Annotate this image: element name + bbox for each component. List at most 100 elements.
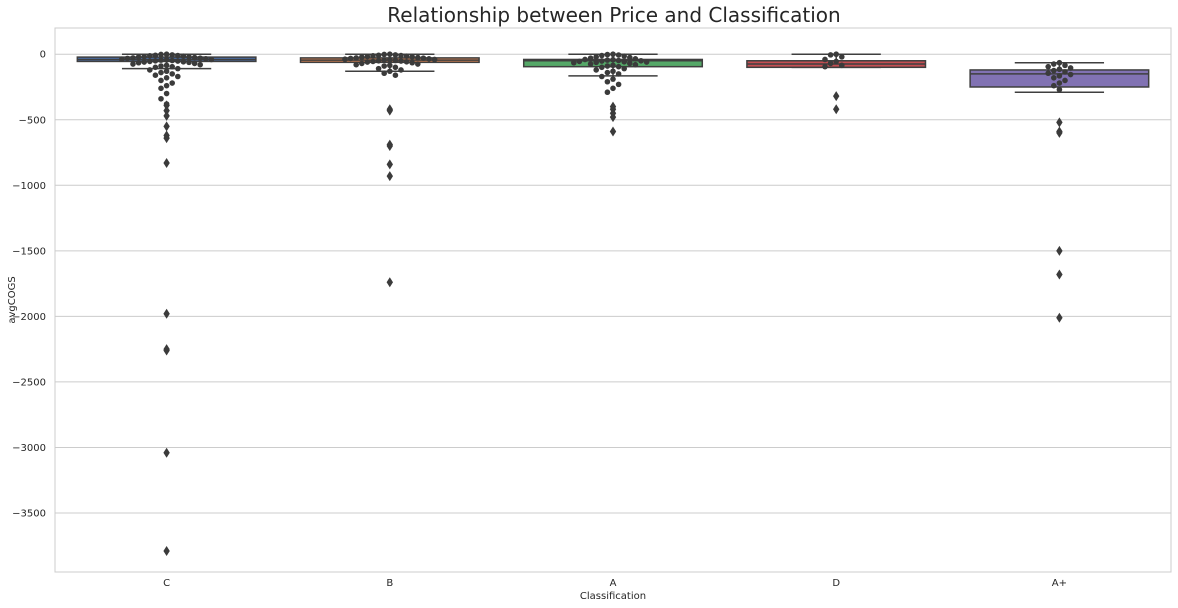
swarm-point-A+ bbox=[1045, 63, 1051, 70]
swarm-point-A+ bbox=[1056, 59, 1063, 66]
outlier-point-C bbox=[163, 105, 170, 116]
outlier-point-A+ bbox=[1056, 269, 1063, 280]
swarm-point-A bbox=[610, 85, 616, 92]
swarm-point-B bbox=[381, 51, 388, 58]
swarm-point-A bbox=[621, 65, 627, 72]
swarm-point-C bbox=[152, 64, 159, 71]
swarm-point-A bbox=[621, 53, 627, 59]
swarm-point-D bbox=[839, 62, 845, 69]
chart-title: Relationship between Price and Classific… bbox=[387, 3, 840, 27]
y-tick-label: −3500 bbox=[12, 509, 46, 520]
swarm-point-B bbox=[398, 58, 404, 64]
swarm-point-A+ bbox=[1056, 73, 1063, 79]
swarm-point-A bbox=[576, 58, 583, 65]
swarm-point-A bbox=[582, 56, 588, 63]
swarm-point-A bbox=[599, 58, 605, 64]
swarm-point-D bbox=[827, 60, 834, 67]
swarm-point-C bbox=[163, 68, 170, 75]
swarm-point-C bbox=[180, 53, 187, 59]
swarm-point-A+ bbox=[1056, 86, 1063, 93]
outlier-point-C bbox=[163, 100, 170, 111]
swarm-point-C bbox=[135, 54, 142, 60]
swarm-point-B bbox=[387, 51, 393, 58]
y-axis-label: avgCOGS bbox=[7, 276, 18, 323]
swarm-point-A+ bbox=[1067, 65, 1074, 71]
outlier-point-B bbox=[386, 140, 393, 151]
swarm-point-B bbox=[392, 57, 399, 64]
outlier-point-C bbox=[163, 121, 170, 132]
swarm-points bbox=[119, 51, 1074, 107]
swarm-point-B bbox=[370, 58, 376, 65]
swarm-point-A bbox=[643, 59, 650, 65]
swarm-point-C bbox=[158, 69, 164, 76]
swarm-point-C bbox=[152, 52, 159, 59]
y-tick-label: −500 bbox=[19, 115, 46, 126]
outlier-point-B bbox=[386, 277, 393, 288]
swarm-point-A bbox=[615, 52, 622, 58]
x-axis-label: Classification bbox=[580, 591, 646, 602]
outlier-point-A bbox=[609, 126, 617, 137]
swarm-point-C bbox=[163, 82, 170, 89]
outlier-point-C bbox=[163, 546, 170, 557]
swarm-point-C bbox=[130, 55, 136, 61]
swarm-point-A+ bbox=[1062, 62, 1068, 69]
swarm-point-A+ bbox=[1045, 70, 1051, 77]
x-tick-label: A+ bbox=[1052, 578, 1067, 589]
outlier-point-B bbox=[386, 159, 393, 170]
outlier-point-C bbox=[163, 158, 170, 169]
swarm-point-B bbox=[375, 57, 382, 64]
swarm-point-A bbox=[610, 62, 616, 69]
swarm-point-A bbox=[621, 59, 627, 65]
swarm-point-C bbox=[203, 56, 209, 62]
swarm-point-C bbox=[197, 61, 203, 68]
outlier-point-C bbox=[163, 110, 170, 121]
swarm-point-A bbox=[627, 54, 633, 61]
swarm-point-B bbox=[364, 53, 371, 60]
swarm-point-D bbox=[833, 51, 839, 58]
swarm-point-C bbox=[141, 53, 147, 60]
swarm-point-C bbox=[135, 59, 142, 66]
swarm-point-B bbox=[398, 67, 404, 73]
swarm-point-B bbox=[415, 54, 421, 61]
swarm-point-A bbox=[627, 60, 633, 67]
outlier-point-D bbox=[833, 104, 840, 115]
swarm-point-A bbox=[599, 64, 605, 71]
swarm-point-C bbox=[152, 57, 159, 64]
swarm-point-C bbox=[169, 71, 175, 77]
swarm-point-C bbox=[163, 75, 170, 81]
swarm-point-C bbox=[208, 56, 215, 63]
swarm-point-C bbox=[163, 90, 170, 97]
swarm-point-D bbox=[839, 54, 845, 60]
outlier-point-C bbox=[163, 308, 170, 319]
swarm-point-B bbox=[420, 55, 427, 61]
swarm-point-C bbox=[169, 52, 175, 58]
swarm-point-D bbox=[822, 56, 828, 63]
outlier-point-A+ bbox=[1056, 245, 1063, 256]
swarm-point-C bbox=[147, 52, 153, 59]
swarm-point-C bbox=[169, 57, 175, 64]
swarm-point-C bbox=[191, 60, 198, 67]
outlier-point-A+ bbox=[1056, 127, 1063, 138]
x-tick-label: A bbox=[610, 578, 617, 589]
y-tick-label: −2500 bbox=[12, 377, 46, 388]
swarm-point-A+ bbox=[1062, 69, 1068, 75]
outlier-point-C bbox=[163, 133, 170, 144]
swarm-point-A bbox=[604, 69, 611, 76]
swarm-point-C bbox=[175, 52, 181, 59]
swarm-point-B bbox=[392, 72, 399, 78]
swarm-point-A bbox=[593, 67, 599, 73]
swarm-point-A bbox=[604, 78, 611, 85]
swarm-point-A bbox=[604, 51, 611, 58]
swarm-point-A bbox=[610, 68, 616, 75]
swarm-point-A bbox=[593, 59, 599, 66]
swarm-point-C bbox=[158, 57, 164, 63]
swarm-point-A+ bbox=[1051, 61, 1057, 67]
swarm-point-A+ bbox=[1051, 82, 1057, 89]
swarm-point-B bbox=[387, 56, 393, 63]
y-tick-label: −2000 bbox=[12, 312, 46, 323]
swarm-point-A bbox=[571, 59, 577, 66]
swarm-point-B bbox=[409, 54, 416, 60]
swarm-point-A bbox=[615, 71, 622, 77]
swarm-point-C bbox=[175, 73, 181, 80]
